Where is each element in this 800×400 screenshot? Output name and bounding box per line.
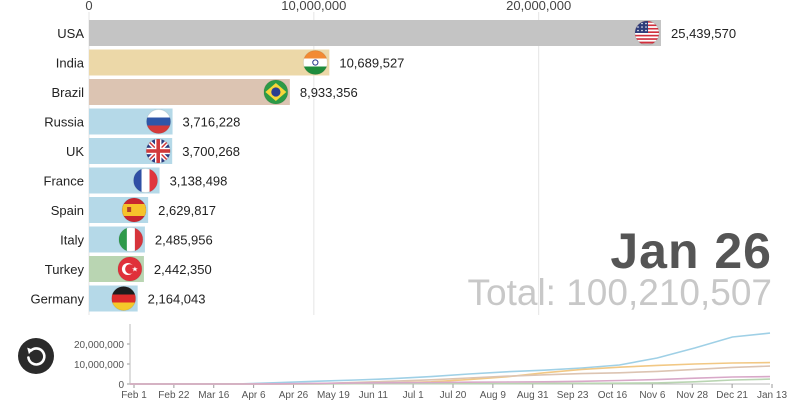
x-tick-label: Jul 1 (403, 390, 425, 400)
x-tick-label: Sep 23 (557, 390, 589, 400)
x-tick-label: Aug 9 (480, 390, 507, 400)
category-label: UK (66, 144, 84, 159)
timeline-lines (130, 332, 771, 385)
value-label: 3,716,228 (183, 115, 241, 130)
series-line-0 (130, 332, 771, 385)
x-tick-label: 10,000,000 (281, 0, 346, 13)
category-label: France (44, 174, 84, 189)
russia-flag-icon (146, 109, 172, 134)
turkey-flag-icon (117, 256, 143, 282)
x-tick-label: Oct 16 (598, 390, 628, 400)
category-label: Russia (44, 115, 85, 130)
x-tick-label: Nov 28 (676, 390, 708, 400)
bar (89, 20, 661, 46)
x-tick-label: Apr 26 (279, 390, 309, 400)
bar-row-uk: UK 3,700,268 (66, 138, 240, 164)
brazil-flag-icon (263, 79, 289, 105)
replay-button[interactable] (18, 338, 54, 374)
category-label: Germany (31, 292, 85, 307)
uk-flag-icon (145, 138, 171, 164)
bar-row-turkey: Turkey 2,442,350 (45, 256, 212, 282)
x-tick-label: May 19 (317, 390, 350, 400)
series-line-4 (130, 375, 771, 385)
value-label: 3,700,268 (182, 144, 240, 159)
italy-flag-icon (118, 227, 144, 252)
x-tick-label: Dec 21 (716, 390, 748, 400)
series-line-1 (130, 361, 771, 385)
date-label: Jan 26 (610, 223, 772, 279)
y-tick-label: 20,000,000 (74, 340, 124, 351)
bar-row-india: India 10,689,527 (56, 49, 404, 76)
bar-row-italy: Italy 2,485,956 (60, 226, 213, 253)
value-label: 2,164,043 (148, 292, 206, 307)
category-label: Spain (51, 203, 84, 218)
value-label: 3,138,498 (170, 174, 228, 189)
bar-chart-race: 0 10,000,000 20,000,000 USA 25,439,570 India… (31, 0, 736, 315)
y-tick-label: 10,000,000 (74, 360, 124, 371)
france-flag-icon (133, 168, 159, 193)
y-tick-label: 0 (118, 380, 124, 391)
x-tick-label: 0 (85, 0, 92, 13)
bar (89, 49, 330, 76)
value-label: 2,442,350 (154, 262, 212, 277)
spain-flag-icon (121, 197, 147, 223)
x-tick-label: Jun 11 (359, 390, 389, 400)
germany-flag-icon (111, 286, 137, 311)
bar (89, 79, 290, 105)
total-label: Total: 100,210,507 (467, 272, 772, 313)
bar-row-usa: USA 25,439,570 (57, 20, 736, 46)
value-label: 8,933,356 (300, 85, 358, 100)
category-label: Brazil (51, 85, 84, 100)
replay-icon (27, 347, 46, 366)
x-tick-label: Apr 6 (242, 390, 266, 400)
category-label: USA (57, 26, 84, 41)
x-tick-label: Jul 20 (440, 390, 467, 400)
india-flag-icon (302, 50, 328, 75)
bar-row-russia: Russia 3,716,228 (44, 108, 241, 135)
x-tick-label: Feb 1 (121, 390, 147, 400)
x-tick-label: Jan 13 (757, 390, 787, 400)
bar-row-france: France 3,138,498 (44, 167, 228, 194)
timeline-chart: 0 10,000,000 20,000,000 Feb 1 Feb 22 Mar 16 Ap… (74, 324, 787, 400)
x-tick-label: Feb 22 (158, 390, 190, 400)
value-label: 2,485,956 (155, 233, 213, 248)
x-tick-label: Aug 31 (517, 390, 549, 400)
bars: USA 25,439,570 India 10,689,527 Brazil 8,933,… (31, 20, 736, 312)
value-label: 25,439,570 (671, 26, 736, 41)
category-label: Italy (60, 233, 84, 248)
x-tick-label: Nov 6 (639, 390, 666, 400)
timeline-axes: 0 10,000,000 20,000,000 Feb 1 Feb 22 Mar 16 Ap… (74, 324, 787, 400)
x-tick-label: 20,000,000 (506, 0, 571, 13)
bar-row-germany: Germany 2,164,043 (31, 285, 206, 312)
value-label: 2,629,817 (158, 203, 216, 218)
value-label: 10,689,527 (339, 56, 404, 71)
category-label: India (56, 56, 85, 71)
bar-row-brazil: Brazil 8,933,356 (51, 79, 358, 105)
x-tick-label: Mar 16 (198, 390, 230, 400)
x-axis: 0 10,000,000 20,000,000 (85, 0, 571, 315)
bar-row-spain: Spain 2,629,817 (51, 197, 216, 223)
usa-flag-icon (634, 20, 660, 46)
category-label: Turkey (45, 262, 85, 277)
